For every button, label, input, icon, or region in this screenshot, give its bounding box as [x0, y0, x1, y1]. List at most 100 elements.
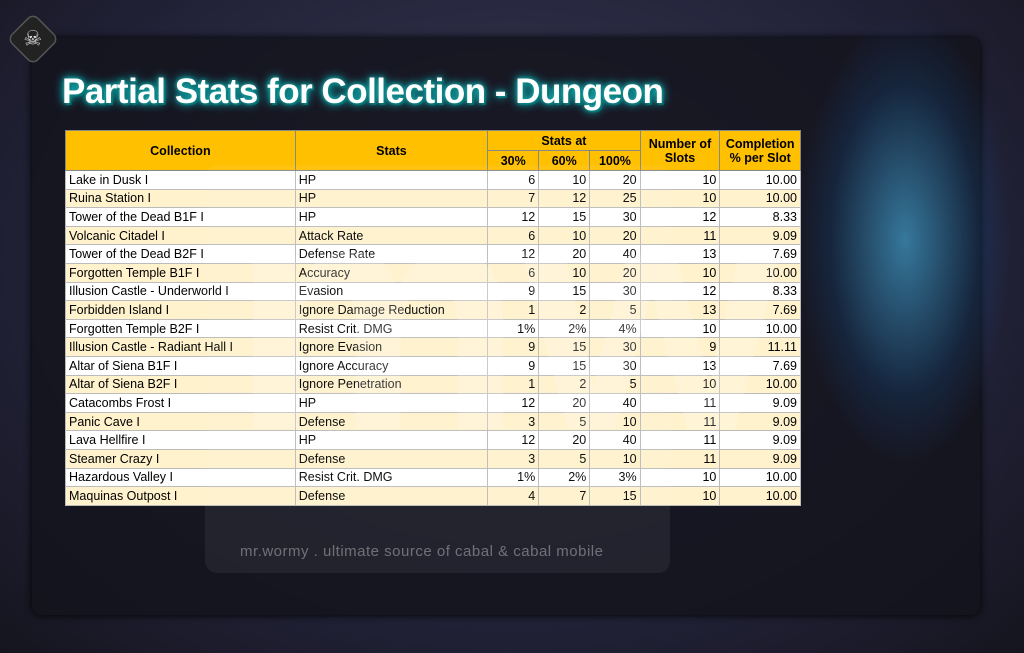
- cell-at-30: 1: [487, 374, 540, 395]
- header-100: 100%: [589, 150, 641, 171]
- cell-collection: Tower of the Dead B1F I: [65, 207, 296, 227]
- cell-stat: Ignore Penetration: [294, 374, 489, 395]
- cell-collection: Forbidden Island I: [65, 300, 296, 320]
- cell-at-30: 12: [487, 207, 540, 227]
- cell-at-60: 2%: [538, 467, 591, 488]
- table-row: Illusion Castle - Radiant Hall I Ignore E…: [65, 337, 801, 357]
- cell-completion: 11.11: [719, 337, 801, 357]
- cell-at-100: 25: [589, 188, 641, 209]
- cell-at-30: 6: [487, 170, 540, 190]
- header-slots: Number of Slots: [639, 130, 721, 171]
- cell-completion: 7.69: [719, 300, 801, 320]
- cell-slots: 10: [639, 318, 721, 339]
- cell-collection: Hazardous Valley I: [65, 467, 296, 488]
- cell-slots: 10: [639, 188, 721, 209]
- cell-at-60: 15: [538, 337, 591, 357]
- cell-at-60: 20: [538, 393, 591, 413]
- cell-completion: 9.09: [719, 411, 801, 432]
- cell-completion: 10.00: [719, 170, 801, 190]
- watermark-text: mr.wormy . ultimate source of cabal & ca…: [240, 543, 604, 560]
- cell-at-30: 1%: [487, 467, 540, 488]
- cell-collection: Forgotten Temple B2F I: [65, 318, 296, 339]
- header-60: 60%: [538, 150, 591, 171]
- table-row: Maquinas Outpost I Defense 4 7 15 10 10.00: [65, 486, 801, 506]
- cell-at-30: 9: [487, 355, 540, 376]
- cell-stat: HP: [294, 170, 489, 190]
- cell-collection: Tower of the Dead B2F I: [65, 244, 296, 264]
- cell-at-60: 10: [538, 262, 591, 283]
- table-row: Hazardous Valley I Resist Crit. DMG 1% 2% 3%…: [65, 467, 801, 488]
- cell-completion: 9.09: [719, 393, 801, 413]
- cell-completion: 10.00: [719, 467, 801, 488]
- cell-stat: Resist Crit. DMG: [294, 467, 489, 488]
- cell-slots: 11: [639, 393, 721, 413]
- cell-collection: Panic Cave I: [65, 411, 296, 432]
- cell-stat: Attack Rate: [294, 225, 489, 246]
- cell-at-100: 30: [589, 337, 641, 357]
- cell-at-100: 3%: [589, 467, 641, 488]
- cell-at-100: 40: [589, 244, 641, 264]
- cell-at-30: 9: [487, 281, 540, 302]
- cell-at-60: 15: [538, 207, 591, 227]
- cell-collection: Catacombs Frost I: [65, 393, 296, 413]
- header-completion: Completion % per Slot: [719, 130, 801, 171]
- cell-at-100: 40: [589, 430, 641, 450]
- cell-at-60: 20: [538, 244, 591, 264]
- header-collection: Collection: [65, 130, 296, 171]
- cell-stat: HP: [294, 207, 489, 227]
- table-row: Tower of the Dead B2F I Defense Rate 12 20 4…: [65, 244, 801, 264]
- cell-at-60: 5: [538, 411, 591, 432]
- table-row: Catacombs Frost I HP 12 20 40 11 9.09: [65, 393, 801, 413]
- cell-slots: 9: [639, 337, 721, 357]
- cell-stat: Defense: [294, 448, 489, 469]
- cell-at-60: 20: [538, 430, 591, 450]
- cell-slots: 11: [639, 448, 721, 469]
- cell-at-100: 20: [589, 225, 641, 246]
- table-row: Tower of the Dead B1F I HP 12 15 30 12 8.33: [65, 207, 801, 227]
- cell-slots: 11: [639, 411, 721, 432]
- cell-at-100: 4%: [589, 318, 641, 339]
- cell-at-100: 30: [589, 355, 641, 376]
- cell-stat: Accuracy: [294, 262, 489, 283]
- cell-at-100: 40: [589, 393, 641, 413]
- cell-slots: 10: [639, 467, 721, 488]
- cell-at-100: 5: [589, 300, 641, 320]
- table-row: Forgotten Temple B2F I Resist Crit. DMG 1%…: [65, 318, 801, 339]
- cell-collection: Steamer Crazy I: [65, 448, 296, 469]
- table-row: Volcanic Citadel I Attack Rate 6 10 20 11 9.09: [65, 225, 801, 246]
- header-stats-at: Stats at: [487, 130, 641, 151]
- cell-at-30: 6: [487, 262, 540, 283]
- cell-stat: Defense: [294, 486, 489, 506]
- table-row: Lake in Dusk I HP 6 10 20 10 10.00: [65, 170, 801, 190]
- collection-stats-table: Collection Stats Stats at Number of Slot…: [65, 130, 801, 506]
- cell-collection: Maquinas Outpost I: [65, 486, 296, 506]
- cell-stat: HP: [294, 393, 489, 413]
- cell-at-100: 10: [589, 448, 641, 469]
- cell-at-30: 12: [487, 430, 540, 450]
- cell-collection: Lava Hellfire I: [65, 430, 296, 450]
- cell-slots: 10: [639, 486, 721, 506]
- cell-stat: Defense Rate: [294, 244, 489, 264]
- cell-at-60: 15: [538, 281, 591, 302]
- cell-slots: 12: [639, 281, 721, 302]
- cell-at-100: 30: [589, 207, 641, 227]
- cell-at-30: 1: [487, 300, 540, 320]
- cell-at-30: 12: [487, 393, 540, 413]
- cell-collection: Illusion Castle - Radiant Hall I: [65, 337, 296, 357]
- cell-collection: Altar of Siena B2F I: [65, 374, 296, 395]
- cell-stat: HP: [294, 430, 489, 450]
- cell-completion: 9.09: [719, 225, 801, 246]
- page-title: Partial Stats for Collection - Dungeon: [62, 72, 664, 111]
- cell-completion: 10.00: [719, 486, 801, 506]
- cell-stat: Resist Crit. DMG: [294, 318, 489, 339]
- cell-at-100: 5: [589, 374, 641, 395]
- cell-stat: Ignore Evasion: [294, 337, 489, 357]
- cell-completion: 7.69: [719, 355, 801, 376]
- cell-at-60: 10: [538, 170, 591, 190]
- cell-at-100: 20: [589, 170, 641, 190]
- cell-slots: 13: [639, 244, 721, 264]
- cell-at-100: 15: [589, 486, 641, 506]
- cell-completion: 8.33: [719, 281, 801, 302]
- table-row: Steamer Crazy I Defense 3 5 10 11 9.09: [65, 448, 801, 469]
- cell-at-60: 2: [538, 374, 591, 395]
